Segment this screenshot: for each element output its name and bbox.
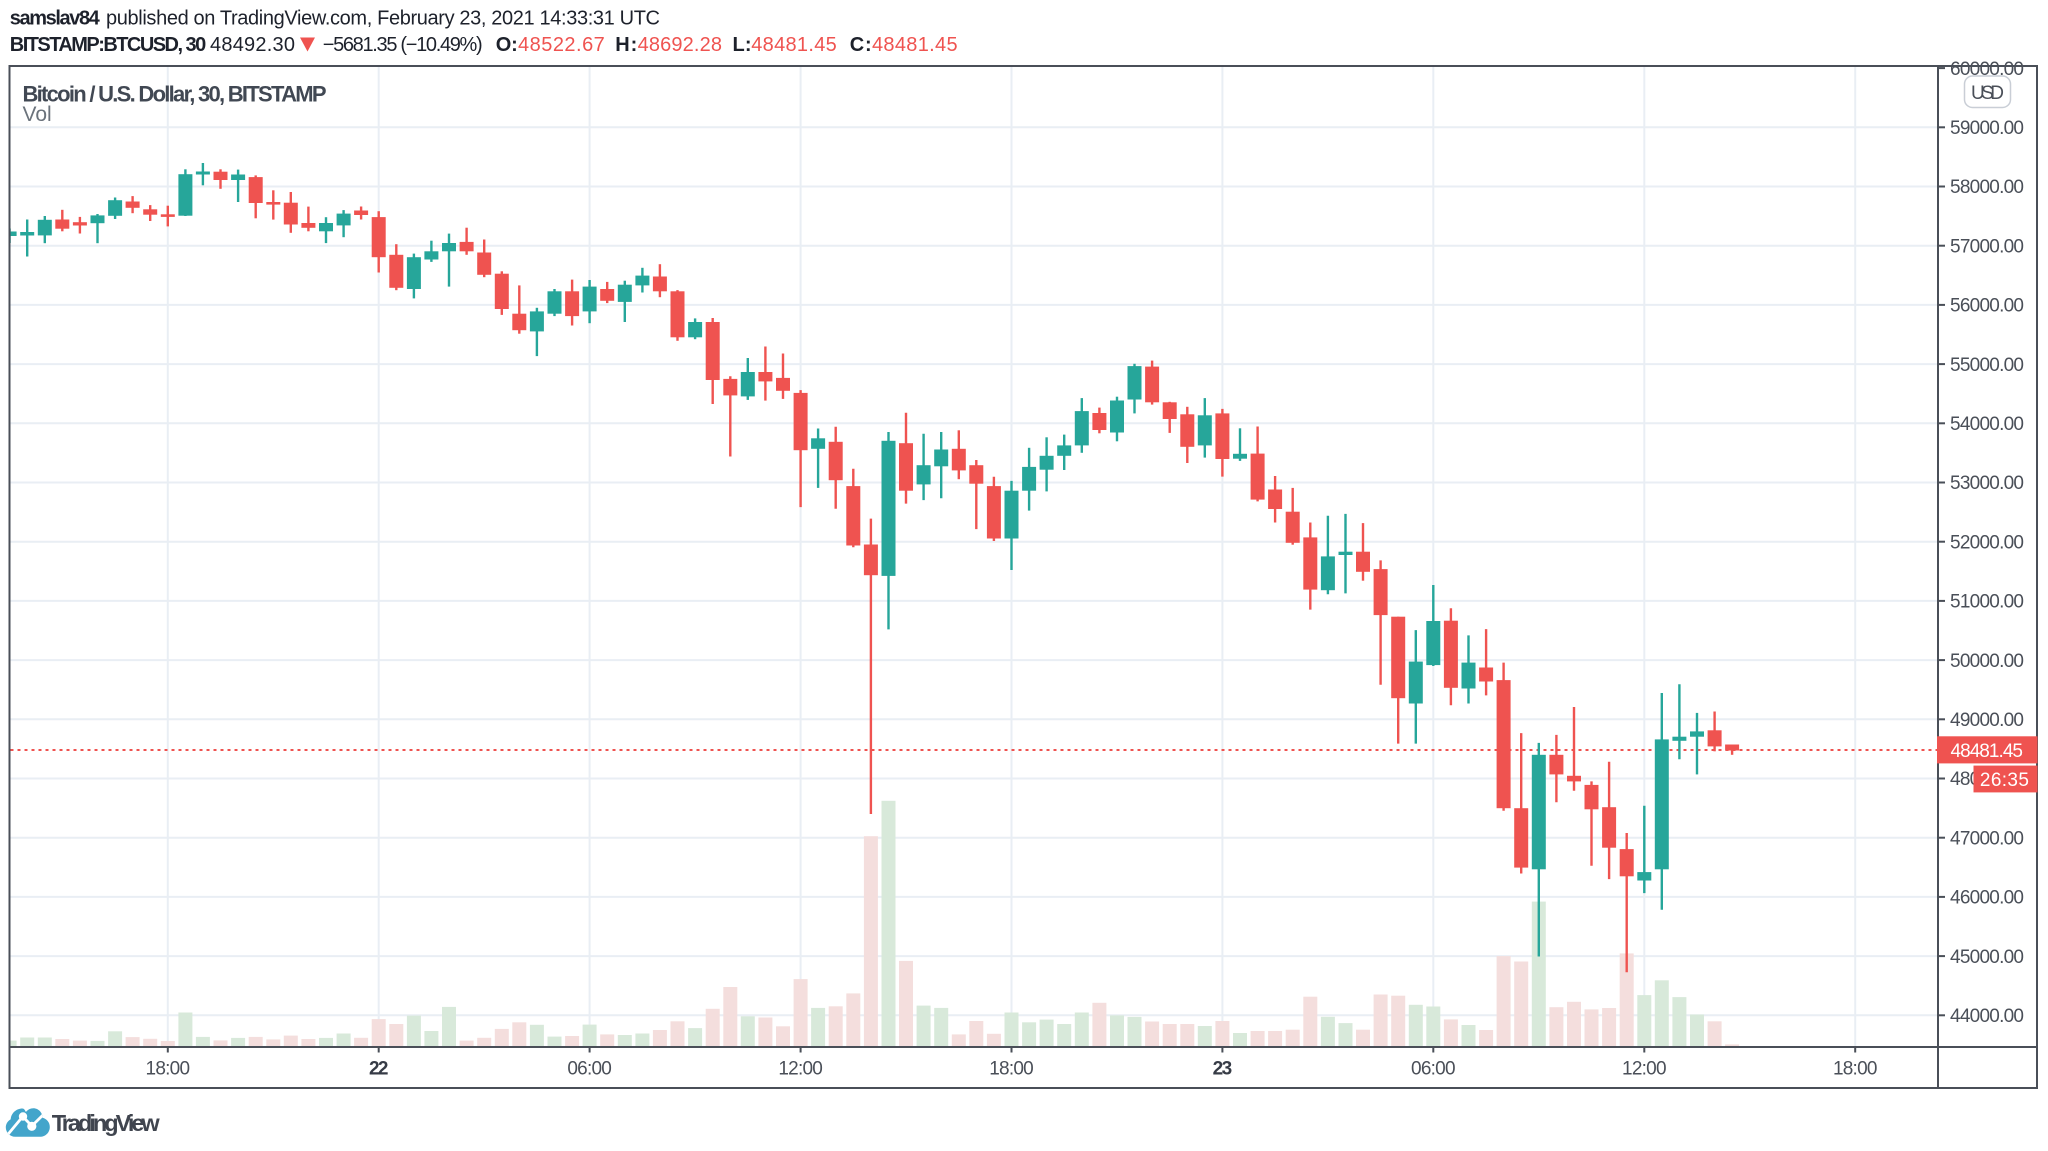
svg-text:H:: H: (615, 34, 637, 56)
svg-text:49000.00: 49000.00 (1950, 710, 2024, 731)
svg-text:22: 22 (369, 1059, 389, 1080)
svg-text:06:00: 06:00 (567, 1059, 612, 1080)
svg-text:48492.30: 48492.30 (210, 34, 295, 56)
svg-text:55000.00: 55000.00 (1950, 355, 2024, 376)
svg-text:60000.00: 60000.00 (1950, 59, 2024, 80)
svg-text:26:35: 26:35 (1980, 770, 2029, 791)
svg-text:BITSTAMP:BTCUSD, 30: BITSTAMP:BTCUSD, 30 (10, 34, 206, 56)
svg-text:USD: USD (1971, 83, 2004, 104)
svg-text:45000.00: 45000.00 (1950, 947, 2024, 968)
svg-text:18:00: 18:00 (989, 1059, 1034, 1080)
svg-text:48481.45: 48481.45 (1951, 741, 2024, 762)
svg-text:samslav84: samslav84 (10, 8, 101, 30)
svg-text:57000.00: 57000.00 (1950, 236, 2024, 257)
svg-text:44000.00: 44000.00 (1950, 1006, 2024, 1027)
svg-text:48692.28: 48692.28 (638, 34, 722, 56)
svg-text:48522.67: 48522.67 (518, 34, 605, 56)
svg-text:Bitcoin / U.S. Dollar, 30, BIT: Bitcoin / U.S. Dollar, 30, BITSTAMP (23, 81, 327, 106)
svg-text:59000.00: 59000.00 (1950, 118, 2024, 139)
svg-text:53000.00: 53000.00 (1950, 473, 2024, 494)
svg-text:published on TradingView.com,: published on TradingView.com, February 2… (106, 8, 660, 30)
svg-text:51000.00: 51000.00 (1950, 592, 2024, 613)
svg-text:06:00: 06:00 (1411, 1059, 1456, 1080)
svg-text:O:: O: (496, 34, 518, 56)
svg-text:58000.00: 58000.00 (1950, 177, 2024, 198)
svg-text:−5681.35 (−10.49%): −5681.35 (−10.49%) (323, 34, 483, 56)
svg-text:TradingView: TradingView (52, 1110, 161, 1136)
svg-text:12:00: 12:00 (778, 1059, 823, 1080)
svg-text:18:00: 18:00 (146, 1059, 191, 1080)
svg-text:50000.00: 50000.00 (1950, 651, 2024, 672)
svg-text:52000.00: 52000.00 (1950, 532, 2024, 553)
svg-text:48481.45: 48481.45 (872, 34, 958, 56)
svg-text:54000.00: 54000.00 (1950, 414, 2024, 435)
svg-text:18:00: 18:00 (1833, 1059, 1878, 1080)
svg-text:56000.00: 56000.00 (1950, 296, 2024, 317)
svg-text:Vol: Vol (23, 103, 52, 126)
svg-text:L:: L: (733, 34, 752, 56)
svg-text:C:: C: (850, 34, 872, 56)
svg-text:47000.00: 47000.00 (1950, 828, 2024, 849)
svg-text:46000.00: 46000.00 (1950, 888, 2024, 909)
svg-text:12:00: 12:00 (1622, 1059, 1667, 1080)
svg-text:23: 23 (1213, 1059, 1233, 1080)
svg-text:48481.45: 48481.45 (751, 34, 837, 56)
